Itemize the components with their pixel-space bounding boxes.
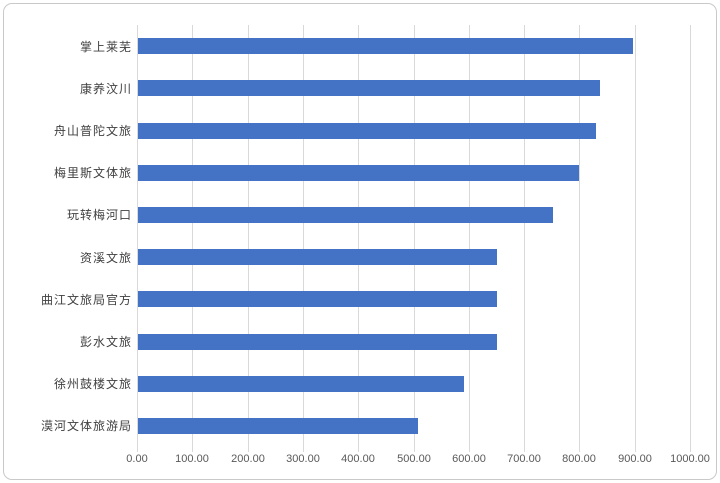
x-axis-tick-label: 800.00 xyxy=(562,453,596,465)
x-axis-tick-label: 400.00 xyxy=(341,453,375,465)
gridline xyxy=(248,25,249,447)
gridline xyxy=(579,25,580,447)
chart-frame: 掌上莱芜康养汶川舟山普陀文旅 梅里斯文体旅玩转梅河口资溪文旅曲江文旅局官方彭水文旅… xyxy=(3,3,717,480)
x-axis-tick-label: 100.00 xyxy=(175,453,209,465)
axis-tickmark xyxy=(579,447,580,452)
category-label: 彭水文旅 xyxy=(79,334,132,349)
gridline xyxy=(524,25,525,447)
axis-tickmark xyxy=(690,447,691,452)
x-axis-tick-label: 500.00 xyxy=(397,453,431,465)
bar-8 xyxy=(138,334,497,350)
axis-tickmark xyxy=(524,447,525,452)
x-axis-tick-label: 900.00 xyxy=(618,453,652,465)
bar-3 xyxy=(138,123,596,139)
axis-tickmark xyxy=(469,447,470,452)
axis-tickmark xyxy=(303,447,304,452)
bar-4 xyxy=(138,165,579,181)
category-label: 掌上莱芜 xyxy=(79,39,132,54)
bar-2 xyxy=(138,80,600,96)
gridline xyxy=(635,25,636,447)
bar-10 xyxy=(138,418,418,434)
category-label: 漠河文体旅游局 xyxy=(40,419,132,434)
x-axis-tick-label: 300.00 xyxy=(286,453,320,465)
category-label: 梅里斯文体旅 xyxy=(53,166,132,181)
plot-area xyxy=(137,25,691,452)
gridline xyxy=(137,25,138,447)
bar-6 xyxy=(138,249,497,265)
gridline xyxy=(192,25,193,447)
category-label: 资溪文旅 xyxy=(79,250,132,265)
category-label: 玩转梅河口 xyxy=(66,208,132,223)
axis-tickmark xyxy=(137,447,138,452)
gridline xyxy=(414,25,415,447)
category-label: 康养汶川 xyxy=(79,81,132,96)
axis-tickmark xyxy=(414,447,415,452)
bar-9 xyxy=(138,376,464,392)
bar-5 xyxy=(138,207,553,223)
x-axis-tick-label: 1000.00 xyxy=(670,453,710,465)
gridline xyxy=(303,25,304,447)
gridline xyxy=(469,25,470,447)
category-label: 曲江文旅局官方 xyxy=(40,292,132,307)
gridline xyxy=(690,25,691,447)
axis-tickmark xyxy=(192,447,193,452)
category-label: 舟山普陀文旅 xyxy=(53,123,132,138)
bar-1 xyxy=(138,38,633,54)
x-axis-tick-label: 200.00 xyxy=(231,453,265,465)
x-axis-tick-label: 600.00 xyxy=(452,453,486,465)
category-label: 徐州鼓楼文旅 xyxy=(53,377,132,392)
axis-tickmark xyxy=(248,447,249,452)
axis-tickmark xyxy=(635,447,636,452)
bar-7 xyxy=(138,291,497,307)
axis-tickmark xyxy=(358,447,359,452)
x-axis-tick-label: 700.00 xyxy=(507,453,541,465)
x-axis-tick-label: 0.00 xyxy=(126,453,148,465)
gridline xyxy=(358,25,359,447)
